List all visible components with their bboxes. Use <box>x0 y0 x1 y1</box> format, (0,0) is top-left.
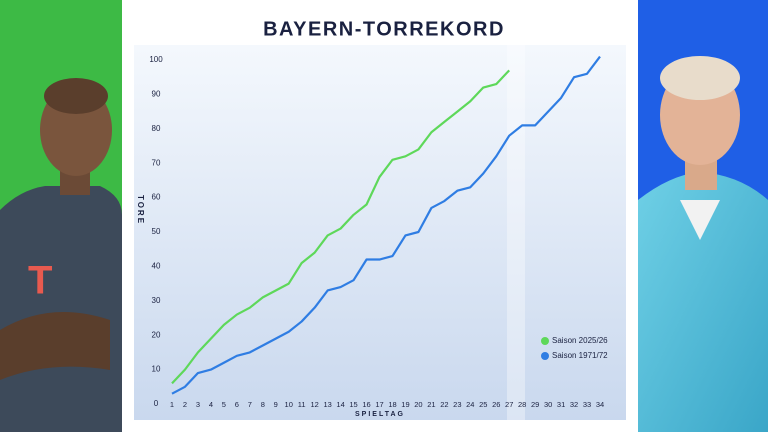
x-tick-label: 34 <box>596 400 604 409</box>
logo-t: T <box>28 259 52 303</box>
y-tick-label: 80 <box>152 124 161 133</box>
x-tick-label: 20 <box>414 400 422 409</box>
x-tick-label: 14 <box>336 400 344 409</box>
series-line <box>171 55 601 395</box>
y-tick-label: 90 <box>152 90 161 99</box>
x-tick-label: 3 <box>196 400 200 409</box>
series-line <box>171 69 511 385</box>
x-tick-label: 33 <box>583 400 591 409</box>
legend-marker <box>541 352 549 360</box>
highlight-band <box>507 45 525 420</box>
chart-title: BAYERN-TORREKORD <box>263 18 505 40</box>
y-tick-label: 20 <box>152 330 161 339</box>
x-tick-label: 31 <box>557 400 565 409</box>
x-tick-label: 18 <box>388 400 396 409</box>
right-photo <box>638 56 768 432</box>
x-tick-label: 15 <box>349 400 357 409</box>
x-tick-label: 16 <box>362 400 370 409</box>
x-tick-label: 23 <box>453 400 461 409</box>
x-tick-label: 22 <box>440 400 448 409</box>
x-tick-label: 2 <box>183 400 187 409</box>
y-tick-label: 50 <box>152 227 161 236</box>
x-tick-label: 21 <box>427 400 435 409</box>
y-tick-label: 60 <box>152 193 161 202</box>
legend-marker <box>541 337 549 345</box>
x-tick-label: 6 <box>235 400 239 409</box>
x-tick-label: 11 <box>298 400 306 409</box>
x-tick-label: 17 <box>375 400 383 409</box>
x-axis-label: SPIELTAG <box>355 411 405 418</box>
y-axis-label: TORE <box>136 195 145 225</box>
legend-label: Saison 1971/72 <box>552 351 608 360</box>
x-tick-label: 30 <box>544 400 552 409</box>
x-tick-label: 13 <box>323 400 331 409</box>
y-tick-label: 100 <box>149 55 163 64</box>
y-tick-label: 30 <box>152 296 161 305</box>
x-tick-label: 10 <box>285 400 293 409</box>
x-tick-label: 12 <box>310 400 318 409</box>
y-tick-label: 10 <box>152 365 161 374</box>
x-tick-label: 9 <box>274 400 278 409</box>
legend-label: Saison 2025/26 <box>552 336 608 345</box>
x-tick-label: 26 <box>492 400 500 409</box>
y-tick-label: 40 <box>152 262 161 271</box>
x-tick-label: 24 <box>466 400 474 409</box>
left-photo: T <box>0 78 122 432</box>
x-tick-label: 4 <box>209 400 213 409</box>
x-tick-label: 28 <box>518 400 526 409</box>
x-tick-label: 5 <box>222 400 226 409</box>
x-tick-label: 7 <box>248 400 252 409</box>
x-tick-label: 29 <box>531 400 539 409</box>
x-tick-label: 27 <box>505 400 513 409</box>
x-tick-label: 32 <box>570 400 578 409</box>
x-tick-label: 1 <box>170 400 174 409</box>
y-tick-label: 70 <box>152 158 161 167</box>
plot-area <box>134 45 626 420</box>
y-tick-label: 0 <box>154 399 159 408</box>
x-tick-label: 19 <box>401 400 409 409</box>
x-tick-label: 8 <box>261 400 265 409</box>
x-tick-label: 25 <box>479 400 487 409</box>
